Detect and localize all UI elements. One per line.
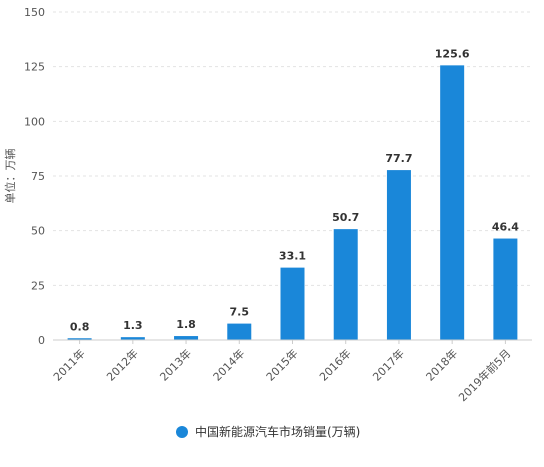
- data-label: 0.8: [70, 320, 90, 333]
- y-tick-label: 25: [31, 279, 45, 292]
- legend[interactable]: 中国新能源汽车市场销量(万辆): [176, 424, 360, 439]
- y-tick-label: 0: [38, 334, 45, 347]
- legend-label: 中国新能源汽车市场销量(万辆): [195, 424, 360, 439]
- bar: [227, 323, 252, 340]
- x-tick-label: 2017年: [370, 346, 407, 383]
- bar-series: [67, 65, 518, 340]
- x-tick-label: 2016年: [316, 346, 353, 383]
- x-tick-label: 2018年: [423, 346, 460, 383]
- x-tick-label: 2019年前5月: [456, 346, 514, 404]
- data-label: 50.7: [332, 211, 359, 224]
- data-labels: 0.8 1.3 1.8 7.5 33.1 50.7 77.7 125.6 46.4: [70, 47, 519, 333]
- y-tick-label: 150: [24, 6, 45, 19]
- y-axis-label: 单位：万辆: [3, 149, 17, 204]
- y-tick-label: 125: [24, 61, 45, 74]
- bar: [333, 229, 358, 340]
- x-tick-label: 2012年: [103, 346, 140, 383]
- data-label: 46.4: [492, 221, 519, 234]
- bar: [440, 65, 465, 340]
- y-axis-label-group: 单位：万辆: [3, 149, 17, 204]
- bar: [386, 170, 411, 340]
- y-tick-label: 50: [31, 225, 45, 238]
- gridlines: [53, 11, 532, 286]
- bar: [120, 337, 145, 340]
- y-tick-label: 75: [31, 170, 45, 183]
- data-label: 7.5: [230, 306, 250, 319]
- x-tick-label: 2014年: [210, 346, 247, 383]
- data-label: 1.3: [123, 319, 143, 332]
- data-label: 125.6: [435, 47, 470, 60]
- data-label: 77.7: [385, 152, 412, 165]
- bar: [280, 267, 305, 340]
- x-tick-label: 2015年: [263, 346, 300, 383]
- x-tick-label: 2013年: [157, 346, 194, 383]
- legend-marker: [176, 426, 188, 438]
- data-label: 1.8: [176, 318, 196, 331]
- y-axis-ticks: 0 25 50 75 100 125 150: [24, 6, 45, 347]
- bar: [67, 338, 92, 340]
- y-tick-label: 100: [24, 115, 45, 128]
- bar: [493, 238, 518, 340]
- bar: [174, 336, 199, 340]
- x-axis-ticks: 2011年 2012年 2013年 2014年 2015年 2016年 2017年 2018年…: [50, 340, 514, 404]
- data-label: 33.1: [279, 250, 306, 263]
- x-tick-label: 2011年: [50, 346, 87, 383]
